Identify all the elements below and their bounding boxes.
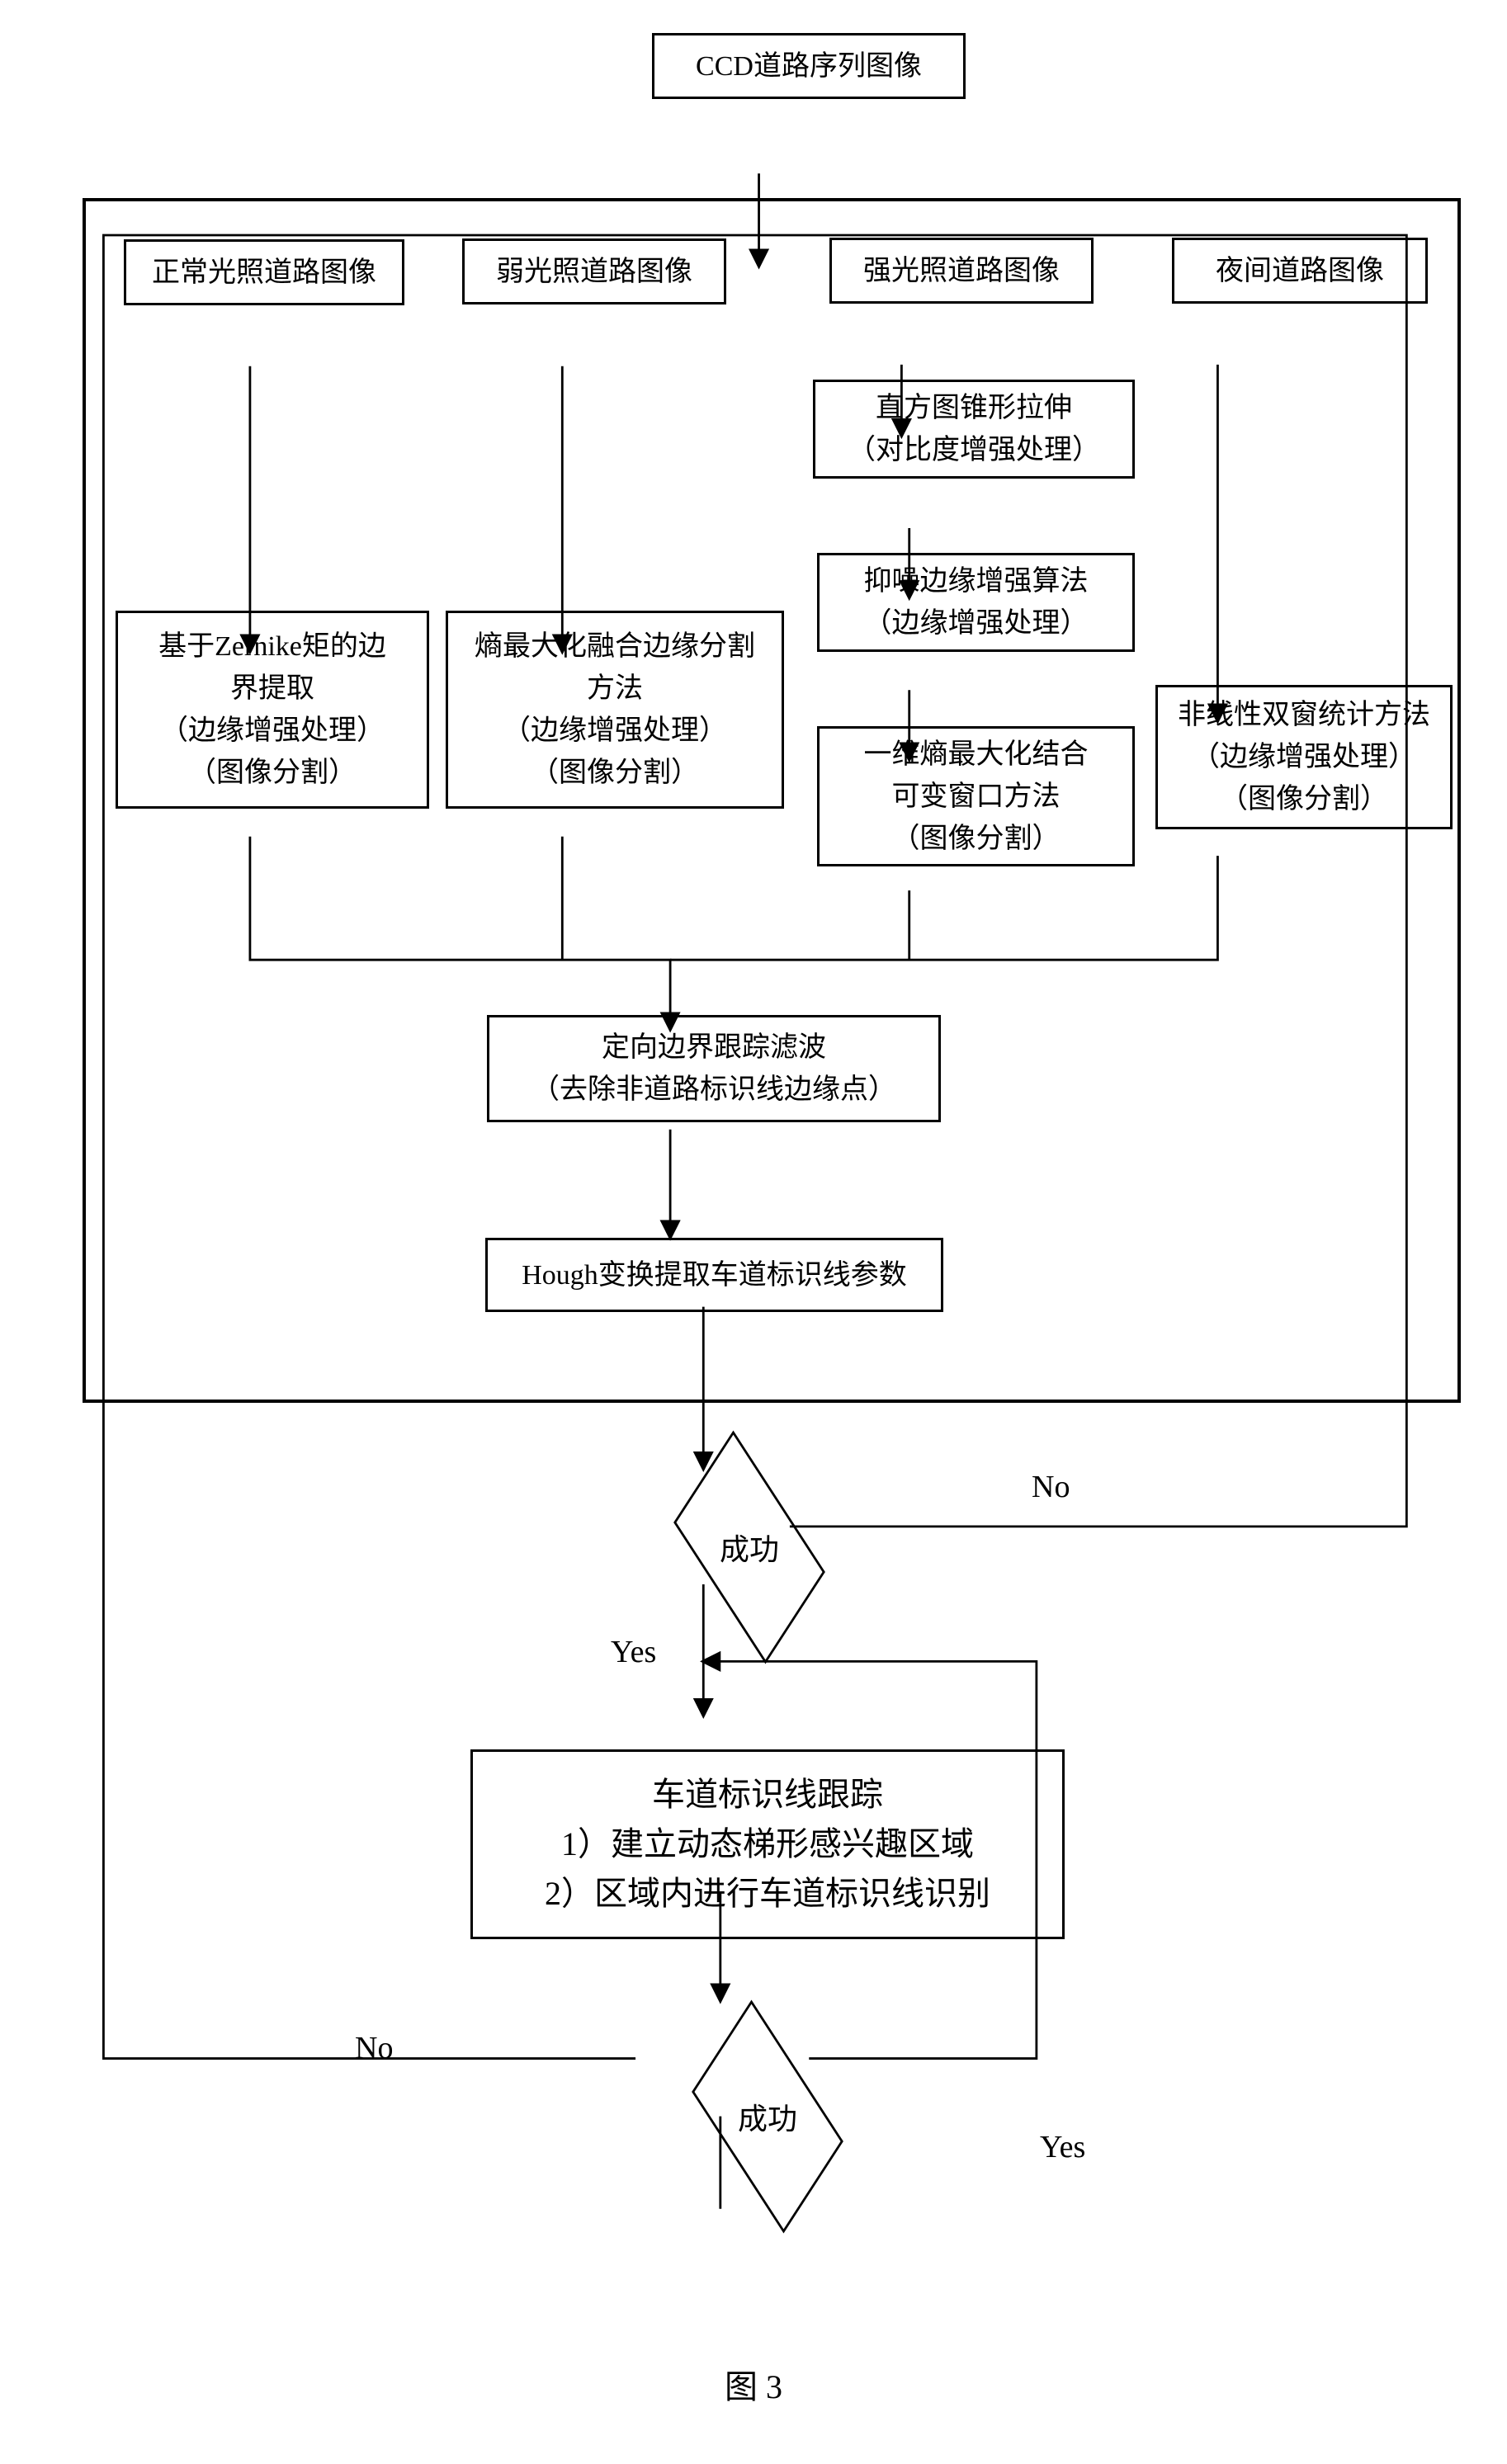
branch1-step: 基于Zernike矩的边 界提取 （边缘增强处理） （图像分割） bbox=[116, 611, 429, 809]
branch4-step: 非线性双窗统计方法 （边缘增强处理） （图像分割） bbox=[1155, 685, 1453, 829]
branch3-step1: 直方图锥形拉伸 （对比度增强处理） bbox=[813, 380, 1135, 479]
branch2-header-text: 弱光照道路图像 bbox=[496, 251, 692, 293]
tracking-box: 车道标识线跟踪 1）建立动态梯形感兴趣区域 2）区域内进行车道标识线识别 bbox=[470, 1749, 1065, 1939]
branch1-step-text: 基于Zernike矩的边 界提取 （边缘增强处理） （图像分割） bbox=[158, 625, 386, 794]
decision2-text: 成功 bbox=[738, 2095, 797, 2138]
yes1-label: Yes bbox=[611, 1634, 656, 1670]
title-text: CCD道路序列图像 bbox=[696, 45, 922, 87]
branch3-step3-text: 一维熵最大化结合 可变窗口方法 （图像分割） bbox=[864, 734, 1089, 860]
branch4-header: 夜间道路图像 bbox=[1172, 238, 1428, 304]
branch3-header: 强光照道路图像 bbox=[829, 238, 1094, 304]
branch1-header-text: 正常光照道路图像 bbox=[152, 252, 376, 294]
no1-label: No bbox=[1032, 1469, 1070, 1505]
branch2-step-text: 熵最大化融合边缘分割 方法 （边缘增强处理） （图像分割） bbox=[475, 625, 755, 794]
no2-label: No bbox=[355, 2030, 393, 2066]
branch2-step: 熵最大化融合边缘分割 方法 （边缘增强处理） （图像分割） bbox=[446, 611, 784, 809]
yes2-label: Yes bbox=[1040, 2129, 1085, 2165]
figure-caption: 图 3 bbox=[725, 2360, 782, 2408]
merge1-box: 定向边界跟踪滤波 （去除非道路标识线边缘点） bbox=[487, 1015, 941, 1122]
branch3-step2-text: 抑噪边缘增强算法 （边缘增强处理） bbox=[864, 560, 1089, 644]
decision1-text: 成功 bbox=[720, 1526, 779, 1569]
branch1-header: 正常光照道路图像 bbox=[124, 239, 404, 305]
merge2-box: Hough变换提取车道标识线参数 bbox=[485, 1238, 943, 1312]
decision1: 成功 bbox=[667, 1494, 832, 1601]
branch4-header-text: 夜间道路图像 bbox=[1216, 250, 1384, 292]
title-box: CCD道路序列图像 bbox=[652, 33, 966, 99]
merge2-text: Hough变换提取车道标识线参数 bbox=[522, 1254, 907, 1296]
branch3-header-text: 强光照道路图像 bbox=[863, 250, 1060, 292]
branch4-step-text: 非线性双窗统计方法 （边缘增强处理） （图像分割） bbox=[1178, 694, 1430, 820]
branch3-step3: 一维熵最大化结合 可变窗口方法 （图像分割） bbox=[817, 726, 1135, 866]
branch3-step1-text: 直方图锥形拉伸 （对比度增强处理） bbox=[848, 387, 1100, 471]
tracking-text: 车道标识线跟踪 1）建立动态梯形感兴趣区域 2）区域内进行车道标识线识别 bbox=[545, 1770, 990, 1919]
merge1-text: 定向边界跟踪滤波 （去除非道路标识线边缘点） bbox=[531, 1027, 896, 1111]
branch2-header: 弱光照道路图像 bbox=[462, 238, 726, 304]
decision2: 成功 bbox=[685, 2063, 850, 2170]
branch3-step2: 抑噪边缘增强算法 （边缘增强处理） bbox=[817, 553, 1135, 652]
